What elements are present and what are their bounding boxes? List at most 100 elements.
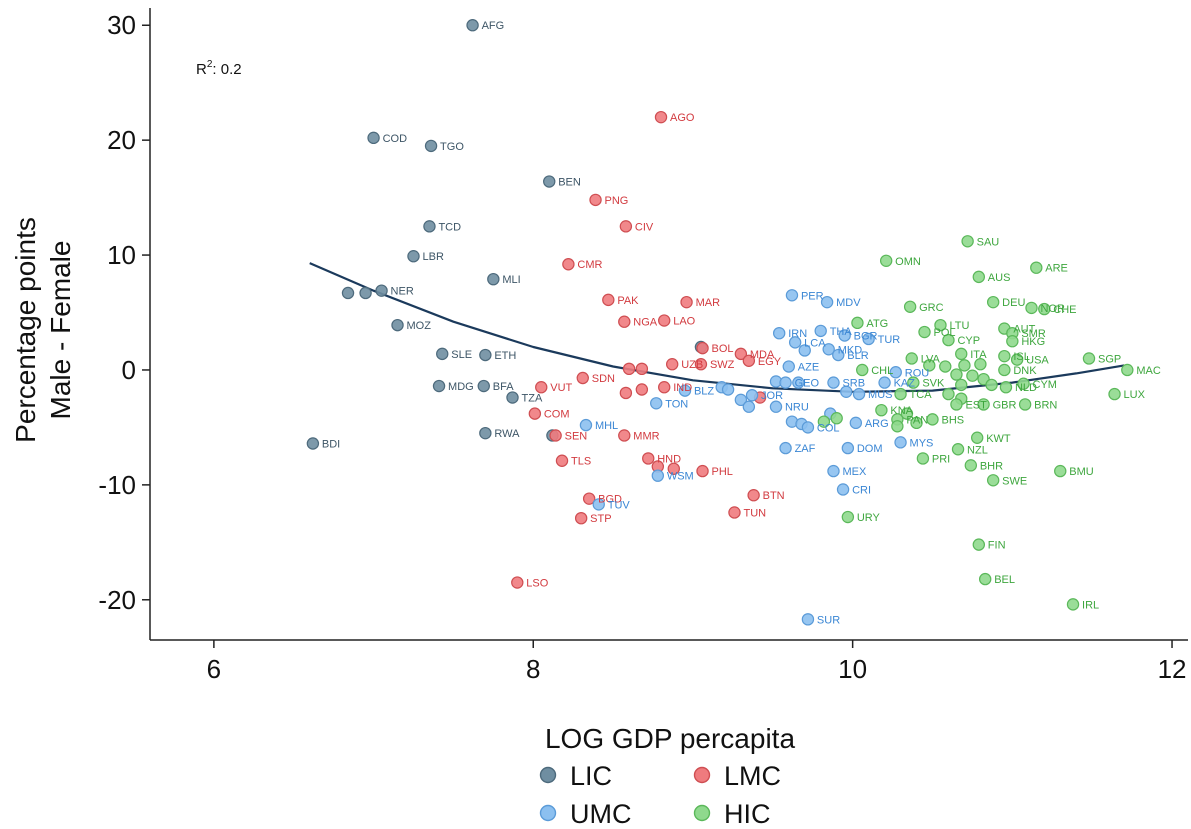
point-label: SMR bbox=[1021, 328, 1045, 340]
point-unlabeled bbox=[923, 359, 936, 372]
point-label: AGO bbox=[670, 112, 695, 124]
legend-label-lic: LIC bbox=[570, 761, 612, 791]
point-unlabeled bbox=[734, 393, 748, 407]
point-unlabeled bbox=[942, 387, 955, 401]
y-axis-title-line-1: Percentage points bbox=[10, 217, 41, 443]
point-labels: AFG COD TGO BEN TCD LBR MLI NER MOZ SLE ETH MDG BFA T… bbox=[322, 20, 1161, 626]
point-bmu bbox=[1054, 464, 1067, 478]
point-unlabeled bbox=[950, 368, 963, 381]
point-aze bbox=[782, 360, 795, 373]
point-mdv bbox=[820, 295, 834, 309]
point-unlabeled bbox=[798, 344, 811, 357]
point-mli bbox=[487, 272, 500, 286]
point-label: TLS bbox=[571, 456, 591, 468]
point-label: WSM bbox=[667, 471, 694, 483]
point-label: SWE bbox=[1002, 475, 1027, 487]
point-bel bbox=[978, 572, 992, 586]
legend-marker-hic bbox=[693, 804, 711, 822]
x-tick-label: 8 bbox=[526, 654, 540, 684]
point-label: AUT bbox=[1013, 324, 1035, 336]
point-label: USA bbox=[1026, 355, 1049, 367]
point-label: CYP bbox=[957, 335, 980, 347]
point-bgd bbox=[582, 492, 596, 505]
point-che bbox=[1038, 302, 1051, 316]
x-tick-label: 6 bbox=[207, 654, 221, 684]
point-zaf bbox=[779, 441, 792, 455]
point-aus bbox=[972, 270, 986, 284]
point-label: URY bbox=[857, 512, 881, 524]
point-label: MDV bbox=[836, 297, 861, 309]
point-ben bbox=[543, 175, 556, 188]
point-label: MAR bbox=[696, 297, 721, 309]
point-label: MLI bbox=[502, 274, 520, 286]
point-ago bbox=[654, 110, 668, 124]
point-label: BLZ bbox=[694, 386, 714, 398]
point-label: PAK bbox=[617, 295, 639, 307]
point-label: STP bbox=[590, 513, 611, 525]
point-label: ITA bbox=[970, 349, 987, 361]
point-unlabeled bbox=[359, 286, 372, 300]
point-lso bbox=[511, 576, 524, 589]
point-unlabeled bbox=[939, 360, 952, 373]
point-bfa bbox=[477, 379, 490, 393]
point-sen bbox=[549, 429, 562, 442]
point-label: KNA bbox=[890, 405, 913, 417]
point-cri bbox=[836, 483, 850, 496]
point-label: KAZ bbox=[894, 378, 916, 390]
point-unlabeled bbox=[958, 359, 971, 372]
point-chl bbox=[856, 363, 869, 377]
point-phl bbox=[696, 464, 709, 478]
x-axis-title: LOG GDP percapita bbox=[545, 723, 795, 754]
point-label: CHE bbox=[1053, 304, 1076, 316]
point-label: SEN bbox=[565, 430, 588, 442]
point-unlabeled bbox=[966, 369, 979, 382]
point-unlabeled bbox=[830, 412, 843, 425]
point-unlabeled bbox=[721, 383, 735, 396]
point-label: LVA bbox=[921, 353, 941, 365]
point-cod bbox=[367, 131, 380, 145]
point-unlabeled bbox=[635, 383, 649, 396]
point-label: MDA bbox=[750, 349, 775, 361]
point-stp bbox=[574, 511, 588, 525]
y-axis-title-line-2: Male - Female bbox=[45, 241, 76, 420]
point-ton bbox=[650, 397, 663, 410]
point-png bbox=[589, 193, 602, 207]
point-eth bbox=[479, 348, 492, 362]
point-label: CIV bbox=[635, 221, 654, 233]
point-label: MEX bbox=[842, 466, 867, 478]
point-label: SLE bbox=[451, 349, 472, 361]
legend-label-umc: UMC bbox=[570, 799, 632, 829]
point-cyp bbox=[942, 333, 955, 347]
point-label: BTN bbox=[763, 490, 785, 502]
point-label: NLD bbox=[1015, 382, 1037, 394]
point-unlabeled bbox=[910, 416, 923, 430]
point-label: GRC bbox=[919, 302, 944, 314]
point-lao bbox=[658, 314, 671, 327]
point-label: POL bbox=[934, 327, 956, 339]
point-label: ROU bbox=[905, 367, 930, 379]
point-unlabeled bbox=[742, 400, 756, 413]
point-vut bbox=[535, 381, 548, 394]
point-nru bbox=[769, 400, 783, 413]
point-mkd bbox=[822, 343, 835, 356]
point-label: BLR bbox=[847, 350, 868, 362]
point-irn bbox=[772, 326, 786, 340]
point-label: EST bbox=[965, 399, 987, 411]
point-label: RWA bbox=[494, 428, 520, 440]
point-label: HKG bbox=[1021, 336, 1045, 348]
point-per bbox=[785, 289, 799, 302]
point-unlabeled bbox=[985, 378, 998, 392]
point-label: BDI bbox=[322, 439, 340, 451]
point-cmr bbox=[562, 258, 575, 271]
point-sur bbox=[801, 613, 815, 626]
point-label: COM bbox=[544, 409, 570, 421]
point-ind bbox=[658, 381, 671, 394]
point-label: BEL bbox=[994, 574, 1015, 586]
point-lux bbox=[1108, 387, 1121, 401]
point-label: CRI bbox=[852, 484, 871, 496]
point-civ bbox=[619, 220, 633, 233]
point-label: ARG bbox=[865, 418, 889, 430]
point-ury bbox=[841, 510, 855, 524]
point-srb bbox=[827, 376, 840, 389]
point-pol bbox=[918, 325, 931, 339]
